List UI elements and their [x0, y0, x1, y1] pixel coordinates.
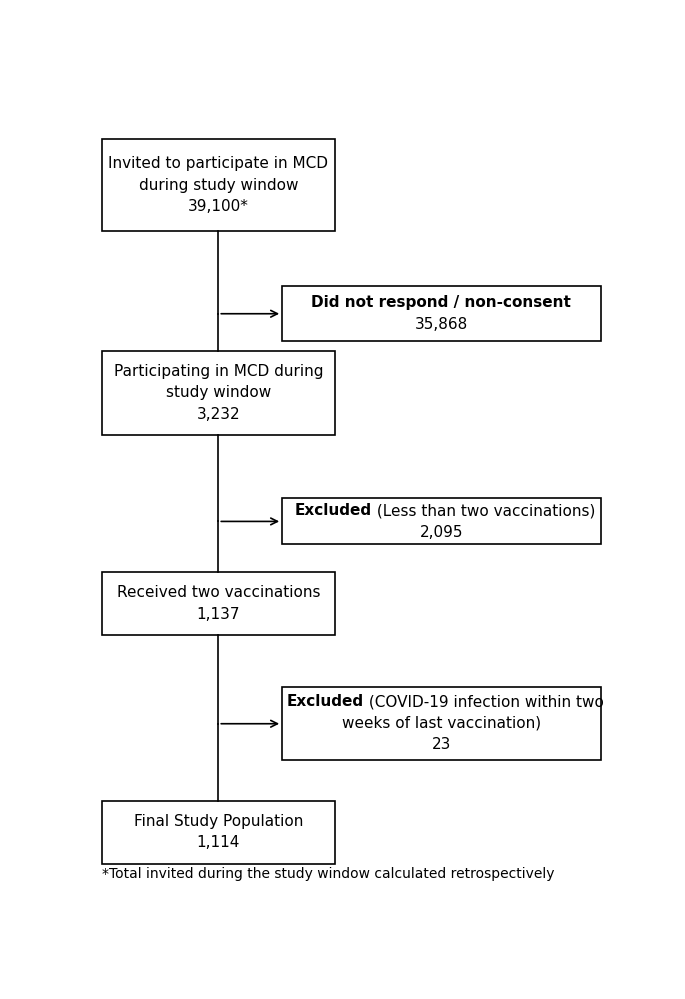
- Text: 3,232: 3,232: [197, 407, 240, 422]
- Text: Excluded: Excluded: [295, 503, 372, 518]
- Text: Excluded: Excluded: [286, 694, 364, 709]
- Bar: [282, 499, 601, 544]
- Bar: [101, 351, 335, 436]
- Text: 2,095: 2,095: [419, 524, 463, 539]
- Text: during study window: during study window: [138, 178, 298, 193]
- Text: 23: 23: [432, 737, 451, 752]
- Text: Invited to participate in MCD: Invited to participate in MCD: [108, 156, 328, 171]
- Text: 39,100*: 39,100*: [188, 200, 249, 215]
- Text: Participating in MCD during: Participating in MCD during: [114, 364, 323, 379]
- Text: Final Study Population: Final Study Population: [134, 814, 303, 829]
- Text: *Total invited during the study window calculated retrospectively: *Total invited during the study window c…: [101, 867, 554, 881]
- Bar: [101, 139, 335, 232]
- Text: (COVID-19 infection within two: (COVID-19 infection within two: [364, 694, 603, 709]
- Text: 1,114: 1,114: [197, 835, 240, 850]
- Text: weeks of last vaccination): weeks of last vaccination): [342, 716, 541, 731]
- Text: 35,868: 35,868: [414, 317, 468, 332]
- Text: Received two vaccinations: Received two vaccinations: [116, 585, 320, 600]
- Text: study window: study window: [166, 386, 271, 401]
- Text: 1,137: 1,137: [197, 607, 240, 622]
- Text: (Less than two vaccinations): (Less than two vaccinations): [372, 503, 595, 518]
- Bar: [101, 800, 335, 864]
- Bar: [282, 686, 601, 760]
- Bar: [101, 572, 335, 635]
- Text: Did not respond / non-consent: Did not respond / non-consent: [312, 296, 571, 311]
- Bar: [282, 286, 601, 342]
